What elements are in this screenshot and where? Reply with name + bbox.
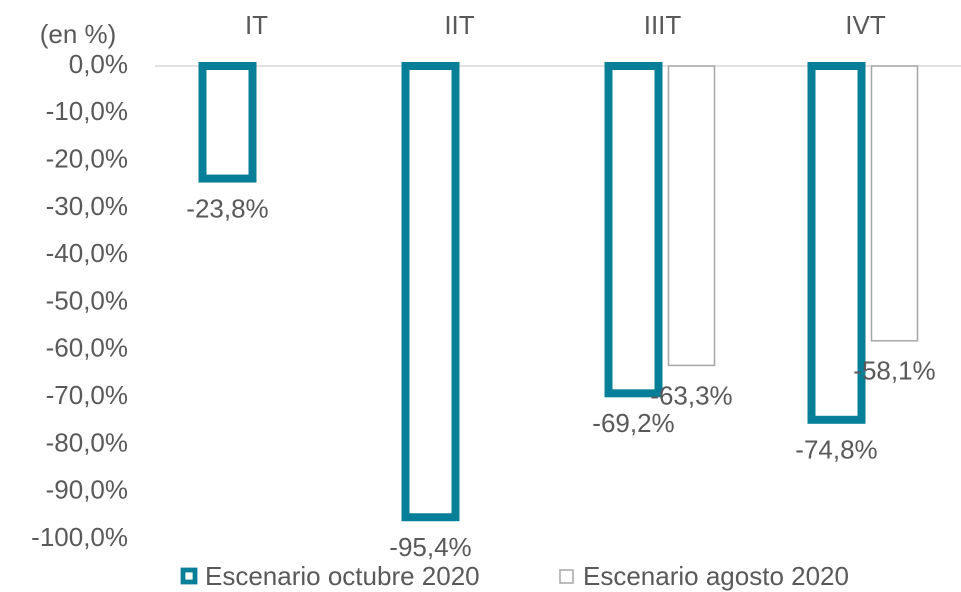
y-tick-label: -80,0% — [46, 427, 128, 457]
y-tick-label: -70,0% — [46, 380, 128, 410]
x-tick-label: IVT — [845, 10, 886, 40]
x-tick-label: IIIT — [644, 10, 682, 40]
y-tick-label: 0,0% — [69, 49, 128, 79]
y-tick-label: -90,0% — [46, 475, 128, 505]
data-label: -58,1% — [853, 356, 935, 386]
data-label: -95,4% — [389, 532, 471, 562]
bar — [198, 62, 257, 183]
y-tick-label: -20,0% — [46, 143, 128, 173]
y-tick-label: -60,0% — [46, 333, 128, 363]
data-label: -69,2% — [592, 408, 674, 438]
legend-marker — [180, 567, 198, 585]
bar — [401, 62, 460, 522]
legend-label: Escenario agosto 2020 — [583, 561, 849, 591]
y-tick-label: -40,0% — [46, 238, 128, 268]
data-label: -63,3% — [650, 380, 732, 410]
data-label: -74,8% — [795, 435, 877, 465]
x-tick-label: IIT — [444, 10, 474, 40]
bar — [604, 62, 663, 398]
bar — [667, 65, 716, 367]
x-tick-label: IT — [245, 10, 268, 40]
bar — [870, 65, 919, 342]
legend-marker — [559, 569, 574, 584]
legend-label: Escenario octubre 2020 — [205, 561, 480, 591]
y-tick-label: -30,0% — [46, 191, 128, 221]
y-axis-label: (en %) — [40, 19, 117, 49]
data-label: -23,8% — [186, 193, 268, 223]
y-tick-label: -100,0% — [31, 522, 128, 552]
y-tick-label: -10,0% — [46, 96, 128, 126]
bar — [807, 62, 866, 424]
y-tick-label: -50,0% — [46, 285, 128, 315]
